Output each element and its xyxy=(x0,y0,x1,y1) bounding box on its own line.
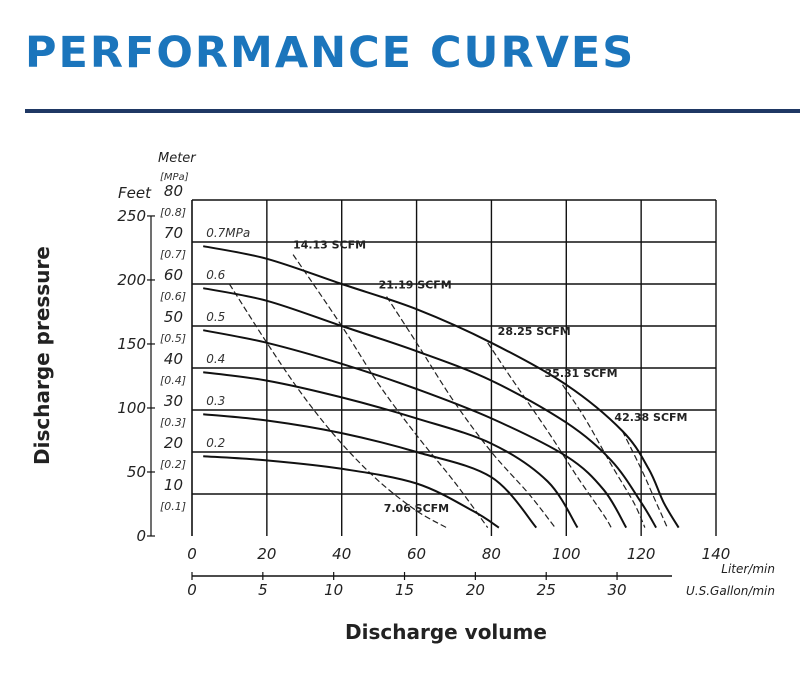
pressure-curve-line xyxy=(203,371,579,529)
x2-tick-label-gpm: 20 xyxy=(466,581,485,599)
air-curve-label: 21.19 SCFM xyxy=(379,279,452,292)
y-axis-unit-meter: Meter xyxy=(158,151,197,166)
x-tick-label-lpm: 100 xyxy=(552,545,581,563)
air-curve-line xyxy=(562,384,646,528)
y-axis-unit-mpa: [MPa] xyxy=(160,172,189,183)
y-tick-label-feet: 250 xyxy=(117,207,146,225)
x-axis-unit-lpm: Liter/min xyxy=(721,562,775,576)
x2-tick-label-gpm: 30 xyxy=(608,581,627,599)
y-tick-label-feet: 50 xyxy=(127,463,146,481)
x-tick-label-lpm: 20 xyxy=(257,545,276,563)
chart-grid xyxy=(191,199,717,536)
y-tick-label-meter: 60 xyxy=(164,266,183,284)
pressure-curve-line xyxy=(203,245,680,529)
y-tick-label-mpa: [0.8] xyxy=(160,206,186,219)
chart-curves xyxy=(203,245,680,529)
y-tick-label-mpa: [0.6] xyxy=(160,290,186,303)
pressure-curve-label: 0.2 xyxy=(206,436,225,450)
x-tick-label-lpm: 0 xyxy=(187,545,197,563)
y-tick-label-mpa: [0.2] xyxy=(160,458,186,471)
y-tick-label-mpa: [0.4] xyxy=(160,374,186,387)
x-tick-label-lpm: 80 xyxy=(482,545,501,563)
pressure-curve-label: 0.5 xyxy=(206,310,225,324)
x2-tick-label-gpm: 15 xyxy=(395,581,414,599)
pressure-curve-line xyxy=(203,329,628,529)
y-tick-label-feet: 0 xyxy=(136,527,146,545)
y-tick-label-feet: 200 xyxy=(117,271,146,289)
y-tick-label-meter: 40 xyxy=(164,350,183,368)
y-tick-label-feet: 150 xyxy=(117,335,146,353)
x2-axis-unit-gpm: U.S.Gallon/min xyxy=(686,584,775,598)
air-curve-line xyxy=(386,296,556,528)
x2-tick-label-gpm: 10 xyxy=(324,581,343,599)
x2-tick-label-gpm: 25 xyxy=(537,581,556,599)
y-axis-title: Discharge pressure xyxy=(30,246,54,465)
pressure-curve-label: 0.3 xyxy=(206,394,225,408)
y-tick-label-mpa: [0.5] xyxy=(160,332,186,345)
pressure-curve-line xyxy=(203,455,500,529)
x2-tick-label-gpm: 5 xyxy=(258,581,268,599)
x-tick-label-lpm: 140 xyxy=(702,545,731,563)
y-axis-unit-feet: Feet xyxy=(118,184,152,202)
air-curve-line xyxy=(228,283,447,529)
y-tick-label-meter: 30 xyxy=(164,392,183,410)
pressure-curve-label: 0.7MPa xyxy=(206,226,250,240)
air-curve-label: 7.06 SCFM xyxy=(384,502,449,515)
air-curve-line xyxy=(621,430,668,528)
y-tick-label-mpa: [0.3] xyxy=(160,416,186,429)
pressure-curve-label: 0.6 xyxy=(206,268,225,282)
pressure-curve-line xyxy=(203,413,538,529)
pressure-curve-line xyxy=(203,287,657,529)
y-tick-label-mpa: [0.7] xyxy=(160,248,186,261)
chart-labels: 0.7MPa 0.6 0.5 0.4 0.3 0.2 7.06 SCFM 14.13 SCFM… xyxy=(206,226,687,515)
air-curve-line xyxy=(292,254,489,528)
x-tick-label-lpm: 40 xyxy=(332,545,351,563)
pressure-curve-label: 0.4 xyxy=(206,352,225,366)
x2-tick-label-gpm: 0 xyxy=(187,581,197,599)
y-tick-label-meter: 80 xyxy=(164,182,183,200)
air-curve-label: 35.31 SCFM xyxy=(545,367,618,380)
y-tick-label-meter: 10 xyxy=(164,476,183,494)
y-tick-label-meter: 70 xyxy=(164,224,183,242)
x-axis-title: Discharge volume xyxy=(345,620,547,644)
y-tick-label-meter: 50 xyxy=(164,308,183,326)
x-tick-label-lpm: 120 xyxy=(627,545,656,563)
title-divider xyxy=(25,109,800,113)
y-tick-label-feet: 100 xyxy=(117,399,146,417)
y-tick-label-meter: 20 xyxy=(164,434,183,452)
y-tick-label-mpa: [0.1] xyxy=(160,500,186,513)
x-tick-label-lpm: 60 xyxy=(407,545,426,563)
air-curve-label: 14.13 SCFM xyxy=(293,239,366,252)
page-title: PERFORMANCE CURVES xyxy=(25,28,636,78)
air-curve-label: 42.38 SCFM xyxy=(614,411,687,424)
chart-axes: 1020304050607080Meter[0.1][0.2][0.3][0.4… xyxy=(117,151,775,599)
air-curve-label: 28.25 SCFM xyxy=(498,325,571,338)
